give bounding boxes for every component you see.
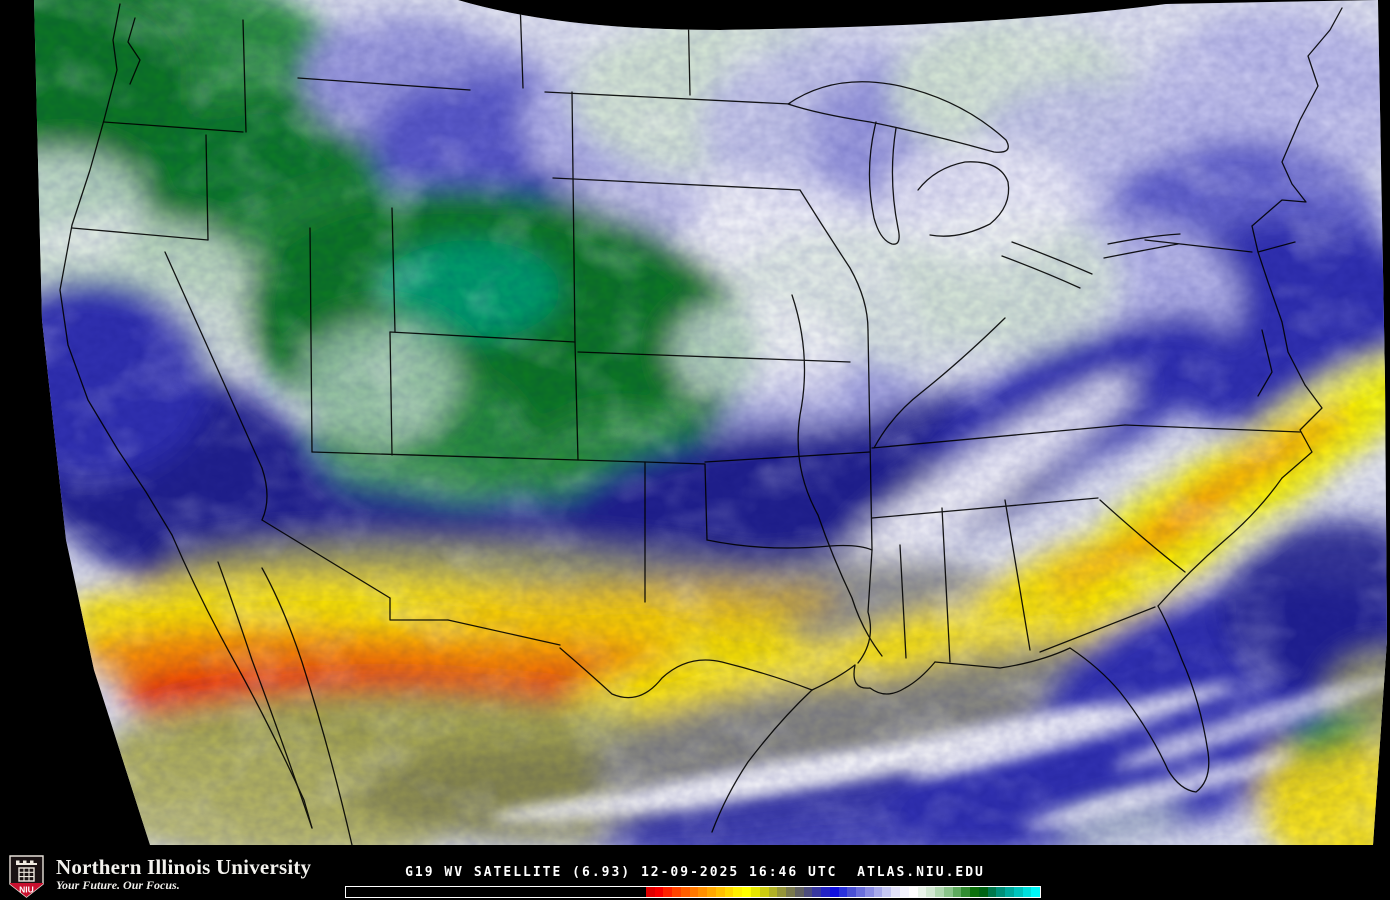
color-scale-swatch xyxy=(707,887,716,897)
color-scale-swatch xyxy=(663,887,673,897)
color-scale-swatch xyxy=(786,887,795,897)
niu-acronym: NIU xyxy=(19,885,34,895)
footer-bar: NIU Northern Illinois University Your Fu… xyxy=(0,848,1390,900)
color-scale-swatch xyxy=(698,887,708,897)
wv-color-scale xyxy=(345,886,1041,898)
color-scale-swatch xyxy=(733,887,743,897)
color-scale-swatch xyxy=(768,887,778,897)
color-scale-swatch xyxy=(970,887,979,897)
color-scale-swatch xyxy=(794,887,804,897)
color-scale-swatch xyxy=(900,887,909,897)
color-scale-swatch xyxy=(847,887,857,897)
color-scale-swatch xyxy=(873,887,883,897)
color-scale-swatch xyxy=(908,887,918,897)
color-scale-swatch xyxy=(645,887,655,897)
color-scale-swatch xyxy=(935,887,944,897)
niu-shield-logo: NIU xyxy=(9,855,44,898)
color-scale-swatch xyxy=(680,887,690,897)
color-scale-swatch xyxy=(829,887,839,897)
color-scale-swatch xyxy=(759,887,769,897)
color-scale-swatch xyxy=(654,887,664,897)
color-scale-swatch xyxy=(961,887,971,897)
niu-wordmark: Northern Illinois University Your Future… xyxy=(56,856,311,892)
color-scale-swatch xyxy=(812,887,822,897)
image-caption: G19 WV SATELLITE (6.93) 12-09-2025 16:46… xyxy=(405,865,985,880)
color-scale-swatch xyxy=(978,887,988,897)
color-scale-swatch xyxy=(926,887,936,897)
color-scale-swatch xyxy=(803,887,813,897)
color-scale-swatch xyxy=(715,887,725,897)
color-scale-swatch xyxy=(821,887,830,897)
color-scale-swatch xyxy=(724,887,734,897)
grain-texture-overlay xyxy=(34,0,1387,845)
color-scale-swatch xyxy=(777,887,787,897)
color-scale-swatch xyxy=(996,887,1006,897)
color-scale-swatch xyxy=(917,887,927,897)
university-tagline: Your Future. Our Focus. xyxy=(56,878,180,892)
color-scale-swatch xyxy=(856,887,865,897)
color-scale-swatch xyxy=(943,887,953,897)
color-scale-swatch xyxy=(987,887,997,897)
g19-wv-satellite-image xyxy=(34,0,1387,845)
color-scale-swatch xyxy=(750,887,760,897)
color-scale-swatch xyxy=(1022,887,1032,897)
color-scale-black-span xyxy=(346,887,646,897)
color-scale-swatch xyxy=(882,887,892,897)
color-scale-swatch xyxy=(742,887,751,897)
color-scale-swatch xyxy=(838,887,848,897)
color-scale-swatch xyxy=(864,887,874,897)
color-scale-swatch xyxy=(891,887,900,897)
color-scale-swatch xyxy=(1031,887,1041,897)
satellite-map-area xyxy=(34,0,1387,845)
color-scale-swatch xyxy=(1013,887,1023,897)
niu-logo-block: NIU Northern Illinois University Your Fu… xyxy=(9,855,311,898)
color-scale-swatch xyxy=(952,887,962,897)
color-scale-swatch xyxy=(689,887,699,897)
color-scale-swatch xyxy=(672,887,681,897)
university-name: Northern Illinois University xyxy=(56,855,312,879)
state-borders-overlay xyxy=(59,0,1343,845)
color-scale-swatch xyxy=(1005,887,1014,897)
